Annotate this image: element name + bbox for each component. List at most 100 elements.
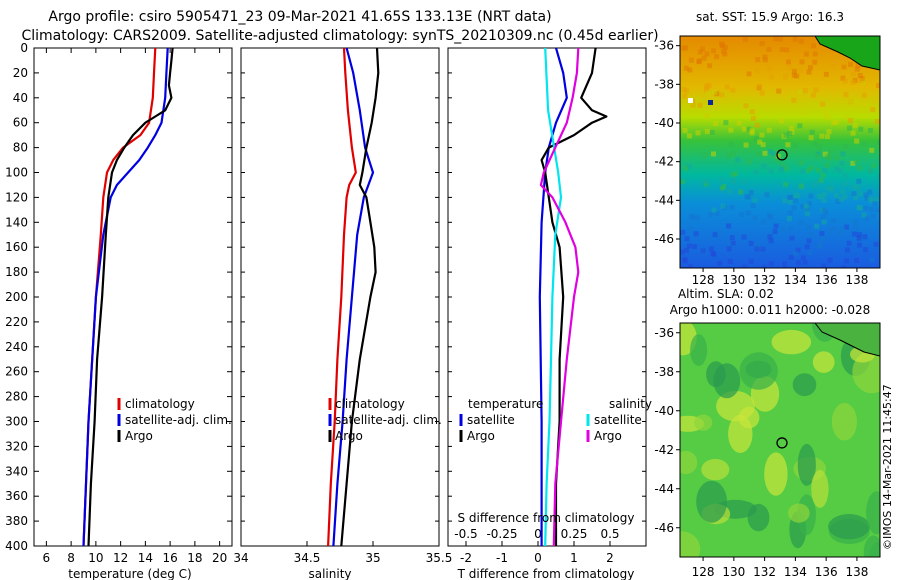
s-difference-label: S difference from climatology — [458, 511, 635, 525]
sst-pixel — [834, 166, 839, 172]
sst-pixel — [812, 142, 818, 147]
sst-pixel — [857, 165, 863, 171]
sst-pixel — [760, 246, 766, 252]
depth-tick-label: 60 — [13, 116, 28, 130]
sla-texture — [680, 323, 880, 557]
depth-tick-label: 140 — [5, 215, 28, 229]
sst-pixel — [808, 135, 814, 141]
sla-blob — [797, 443, 816, 486]
sla-map-title-1: Altim. SLA: 0.02 — [678, 287, 774, 301]
s-difference-tick-label: -0.25 — [486, 527, 517, 541]
sst-pixel — [820, 101, 826, 107]
sst-map — [680, 36, 880, 268]
sst-pixel — [786, 59, 791, 65]
sst-pixel — [861, 92, 867, 98]
sst-pixel — [864, 216, 870, 222]
header-title-line2: Climatology: CARS2009. Satellite-adjuste… — [21, 28, 658, 44]
sst-pixel — [791, 68, 797, 74]
sst-pixel — [754, 122, 760, 128]
sst-pixel — [723, 45, 729, 51]
sst-pixel — [681, 87, 687, 92]
sst-pixel — [813, 87, 819, 93]
sst-lon-label: 134 — [784, 273, 807, 287]
legend-label-climatology: climatology — [335, 397, 405, 411]
sst-pixel — [876, 82, 880, 88]
legend-label-satellite: satellite-adj. clim. — [125, 413, 232, 427]
sst-pixel — [816, 144, 822, 150]
sst-pixel — [711, 48, 716, 54]
sst-pixel — [840, 60, 846, 66]
sla-blob — [792, 373, 817, 397]
depth-tick-label: 260 — [5, 365, 28, 379]
sst-pixel — [754, 243, 760, 249]
sst-pixel — [809, 129, 815, 135]
sst-pixel — [842, 78, 848, 84]
temperature-tick-label: 6 — [43, 551, 51, 565]
sst-pixel — [846, 240, 852, 246]
sst-pixel — [848, 99, 854, 105]
depth-tick-label: 200 — [5, 290, 28, 304]
sst-pixel — [804, 206, 810, 212]
sst-pixel — [869, 147, 875, 153]
sst-pixel — [757, 83, 762, 89]
sst-pixel — [746, 71, 752, 77]
difference-tick-label: -2 — [460, 551, 472, 565]
sst-pixel — [801, 109, 807, 115]
temperature-x-axis: 6 8 10 12 14 16 18 20 — [43, 48, 227, 565]
sst-pixel — [845, 247, 850, 253]
depth-tick-label: 80 — [13, 141, 28, 155]
sla-blob — [713, 363, 741, 399]
sst-lat-label: -44 — [654, 193, 674, 207]
sst-pixel — [759, 90, 765, 96]
sst-pixel — [869, 206, 874, 212]
sst-pixel — [854, 98, 860, 104]
imos-watermark: ©IMOS 14-Mar-2021 11:45:47 — [881, 384, 894, 550]
profile-line-satellite-adj-clim- — [332, 48, 375, 546]
sst-cold-pixel — [708, 100, 713, 105]
sst-pixel — [798, 220, 804, 226]
sla-blob — [828, 514, 870, 540]
sst-pixel — [827, 228, 833, 234]
sst-pixel — [839, 160, 845, 166]
sst-pixel — [821, 197, 827, 203]
sst-pixel — [687, 264, 693, 268]
sst-pixel — [783, 132, 789, 138]
sst-pixel — [741, 234, 747, 240]
sst-pixel — [712, 232, 718, 238]
sst-pixel — [785, 142, 791, 148]
sst-pixel — [798, 68, 804, 73]
sla-map — [680, 323, 880, 557]
sst-pixel — [791, 72, 797, 78]
sla-lat-label: -38 — [654, 365, 674, 379]
sst-pixel — [830, 61, 836, 67]
sst-pixel — [721, 48, 727, 54]
sla-map-title-2: Argo h1000: 0.011 h2000: -0.028 — [670, 303, 871, 317]
sst-pixel — [812, 51, 818, 57]
sst-pixel — [792, 142, 798, 148]
depth-tick-label: 0 — [20, 41, 28, 55]
sst-pixel — [814, 178, 820, 184]
sst-pixel — [796, 260, 801, 266]
sla-lon-label: 136 — [815, 565, 838, 579]
profile-line-temperature-satellite — [538, 48, 568, 546]
sst-pixel — [813, 182, 818, 188]
sst-pixel — [722, 51, 728, 57]
salinity-tick-label: 35 — [365, 551, 380, 565]
sst-pixel — [765, 104, 771, 110]
sst-pixel — [701, 55, 707, 61]
sst-pixel — [784, 166, 790, 172]
sst-pixel — [857, 205, 863, 211]
sst-pixel — [858, 78, 864, 84]
sst-pixel — [807, 232, 813, 237]
sst-pixel — [797, 89, 803, 95]
legend-label-climatology: climatology — [125, 397, 195, 411]
sst-pixel — [717, 260, 723, 266]
sst-pixel — [719, 177, 725, 182]
depth-tick-label: 20 — [13, 66, 28, 80]
sst-pixel — [766, 47, 772, 52]
sst-pixel — [850, 160, 856, 166]
sst-pixel — [748, 190, 754, 196]
sst-pixel — [825, 114, 831, 120]
temperature-tick-label: 12 — [113, 551, 128, 565]
sst-pixel — [716, 230, 722, 236]
